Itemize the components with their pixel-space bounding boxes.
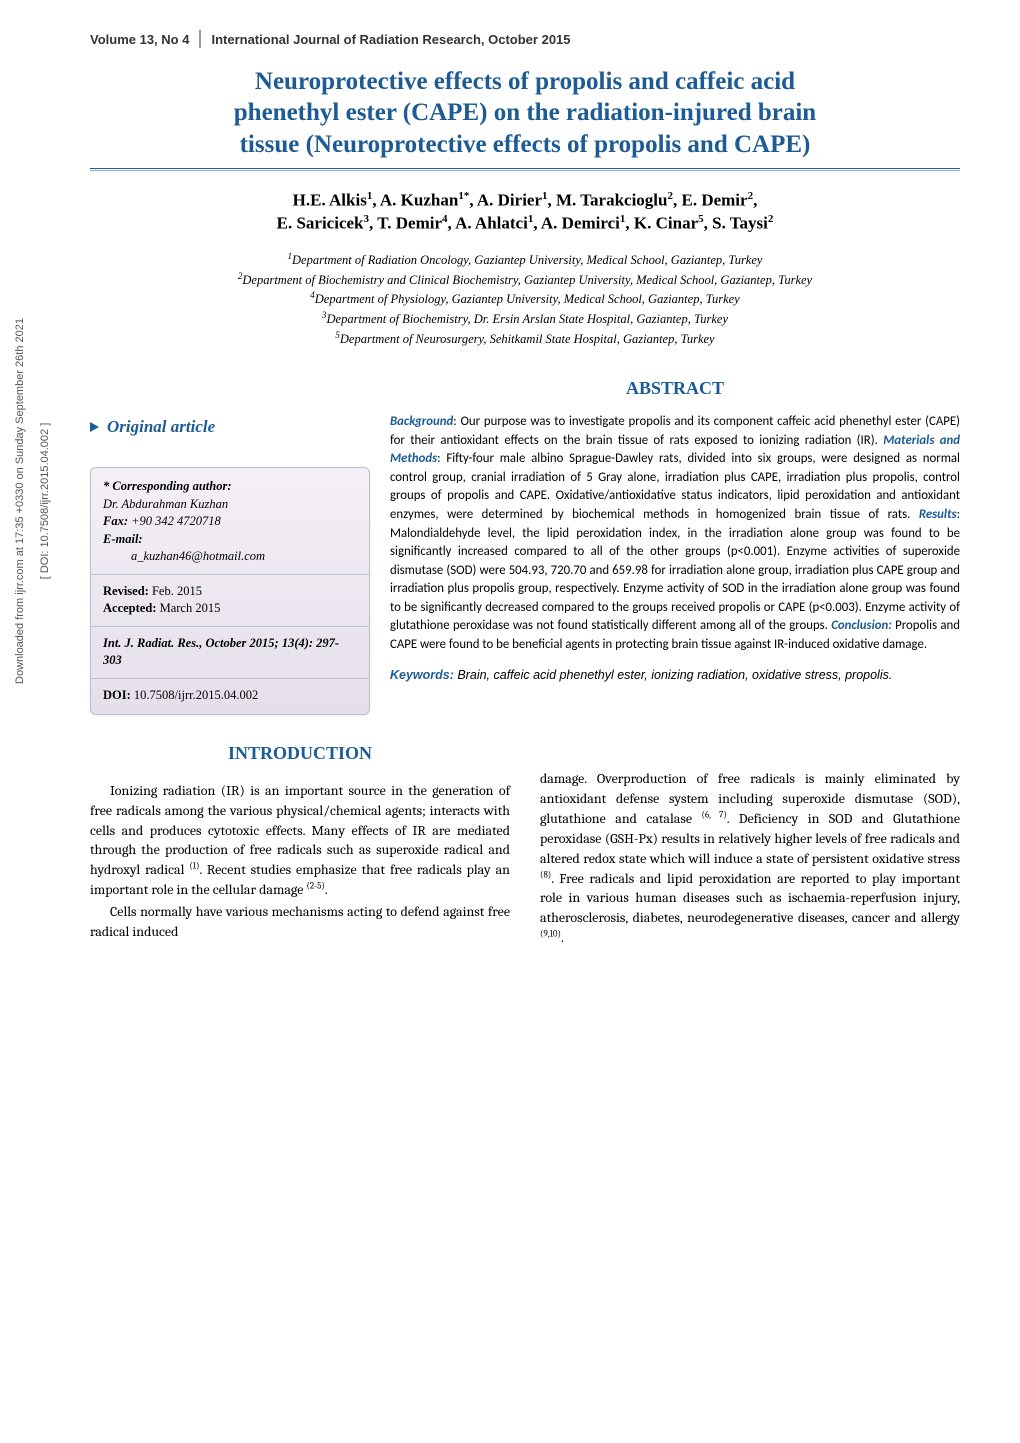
sidebar-doi-note: [ DOI: 10.7508/ijrr.2015.04.002 ] [39, 423, 51, 580]
fax-label: Fax: [103, 514, 128, 528]
accepted-date: Accepted: March 2015 [103, 600, 357, 618]
intro-col-right: damage. Overproduction of free radicals … [540, 715, 960, 950]
fax-value: +90 342 4720718 [131, 514, 221, 528]
arrow-icon [90, 422, 99, 432]
abstract-column: Background: Our purpose was to investiga… [390, 413, 960, 715]
card-divider-2 [91, 626, 369, 627]
original-article-text: Original article [107, 417, 215, 436]
title-line-1: Neuroprotective effects of propolis and … [255, 68, 795, 95]
introduction-heading: INTRODUCTION [90, 741, 510, 767]
doi-value: 10.7508/ijrr.2015.04.002 [134, 688, 258, 702]
title-line-3: tissue (Neuroprotective effects of propo… [240, 131, 811, 158]
original-article-label: Original article [90, 417, 370, 437]
journal-name: International Journal of Radiation Resea… [211, 32, 570, 47]
revised-value: Feb. 2015 [152, 584, 202, 598]
email-value: a_kuzhan46@hotmail.com [103, 548, 357, 566]
methods-text: : Fifty-four male albino Sprague-Dawley … [390, 451, 960, 522]
title-underline [90, 168, 960, 171]
abstract-heading: ABSTRACT [390, 378, 960, 399]
keywords-label: Keywords: [390, 668, 454, 682]
card-divider-3 [91, 678, 369, 679]
keywords: Keywords: Brain, caffeic acid phenethyl … [390, 668, 960, 682]
sidebar-download-note: Downloaded from ijrr.com at 17:35 +0330 … [14, 318, 26, 684]
abstract-body: Background: Our purpose was to investiga… [390, 413, 960, 654]
affiliation-2: 2Department of Biochemistry and Clinical… [90, 270, 960, 290]
journal-header: Volume 13, No 4 International Journal of… [90, 30, 960, 48]
title-line-2: phenethyl ester (CAPE) on the radiation-… [234, 99, 816, 126]
doi-row: DOI: 10.7508/ijrr.2015.04.002 [103, 687, 357, 705]
header-divider [199, 30, 201, 48]
revised-date: Revised: Feb. 2015 [103, 583, 357, 601]
affiliation-4: 4Department of Physiology, Gaziantep Uni… [90, 289, 960, 309]
conclusion-label: Conclusion: [831, 618, 892, 633]
introduction-section: INTRODUCTION Ionizing radiation (IR) is … [90, 715, 960, 950]
author-list: H.E. Alkis1, A. Kuzhan1*, A. Dirier1, M.… [90, 189, 960, 236]
background-label: Background [390, 414, 453, 429]
email-label: E-mail: [103, 532, 143, 546]
affiliations: 1Department of Radiation Oncology, Gazia… [90, 250, 960, 348]
intro-right-text: damage. Overproduction of free radicals … [540, 769, 960, 948]
affiliation-5: 5Department of Neurosurgery, Sehitkamil … [90, 329, 960, 349]
results-text: : Malondialdehyde level, the lipid perox… [390, 507, 960, 633]
affiliation-3: 3Department of Biochemistry, Dr. Ersin A… [90, 309, 960, 329]
results-label: Results [919, 507, 957, 522]
intro-col-left: INTRODUCTION Ionizing radiation (IR) is … [90, 715, 510, 950]
corresponding-label: * Corresponding author: [103, 479, 232, 493]
accepted-value: March 2015 [160, 601, 221, 615]
doi-label: DOI: [103, 688, 131, 702]
article-title: Neuroprotective effects of propolis and … [90, 66, 960, 160]
corresponding-name: Dr. Abdurahman Kuzhan [103, 497, 228, 511]
left-column [90, 378, 370, 413]
keywords-text: Brain, caffeic acid phenethyl ester, ion… [454, 668, 892, 682]
affiliation-1: 1Department of Radiation Oncology, Gazia… [90, 250, 960, 270]
citation: Int. J. Radiat. Res., October 2015; 13(4… [103, 635, 357, 670]
background-text: : Our purpose was to investigate propoli… [390, 414, 960, 448]
accepted-label: Accepted: [103, 601, 156, 615]
revised-label: Revised: [103, 584, 149, 598]
volume-issue: Volume 13, No 4 [90, 32, 189, 47]
left-sidebar: Original article * Corresponding author:… [90, 413, 370, 715]
card-divider-1 [91, 574, 369, 575]
correspondence-card: * Corresponding author: Dr. Abdurahman K… [90, 467, 370, 715]
intro-left-text: Ionizing radiation (IR) is an important … [90, 781, 510, 942]
